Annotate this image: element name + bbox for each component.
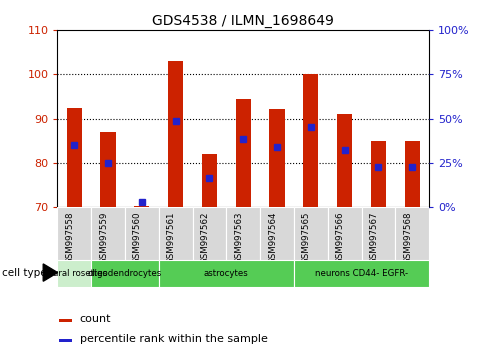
Bar [59,339,72,342]
Bar [67,108,82,207]
Text: oligodendrocytes: oligodendrocytes [88,269,162,278]
Bar [159,207,193,260]
Bar [294,207,328,260]
Text: cell type: cell type [2,268,47,278]
Bar [328,207,362,260]
Title: GDS4538 / ILMN_1698649: GDS4538 / ILMN_1698649 [152,14,334,28]
Text: GSM997567: GSM997567 [369,211,378,264]
Bar [337,114,352,207]
Text: count: count [80,314,111,324]
Text: neural rosettes: neural rosettes [41,269,107,278]
Bar [395,207,429,260]
Bar [303,74,318,207]
Text: astrocytes: astrocytes [204,269,249,278]
Bar [168,61,183,207]
Bar [269,109,284,207]
Bar [193,207,227,260]
Text: GSM997565: GSM997565 [302,211,311,264]
Bar [134,206,150,207]
Bar [202,154,217,207]
Text: GSM997566: GSM997566 [336,211,345,264]
Text: neurons CD44- EGFR-: neurons CD44- EGFR- [315,269,408,278]
Bar [371,141,386,207]
Bar [91,260,159,287]
Text: GSM997563: GSM997563 [234,211,244,264]
Text: GSM997559: GSM997559 [99,211,108,264]
Text: GSM997564: GSM997564 [268,211,277,264]
Text: GSM997561: GSM997561 [167,211,176,264]
Polygon shape [43,264,57,281]
Text: GSM997568: GSM997568 [403,211,412,264]
Bar [125,207,159,260]
Bar [91,207,125,260]
Text: GSM997558: GSM997558 [65,211,74,264]
Bar [227,207,260,260]
Bar [362,207,395,260]
Text: GSM997560: GSM997560 [133,211,142,264]
Bar [159,260,294,287]
Text: GSM997562: GSM997562 [201,211,210,264]
Bar [57,207,91,260]
Bar [260,207,294,260]
Bar [405,141,420,207]
Bar [294,260,429,287]
Bar [100,132,116,207]
Bar [59,319,72,322]
Bar [57,260,91,287]
Text: percentile rank within the sample: percentile rank within the sample [80,335,267,344]
Bar [236,99,251,207]
